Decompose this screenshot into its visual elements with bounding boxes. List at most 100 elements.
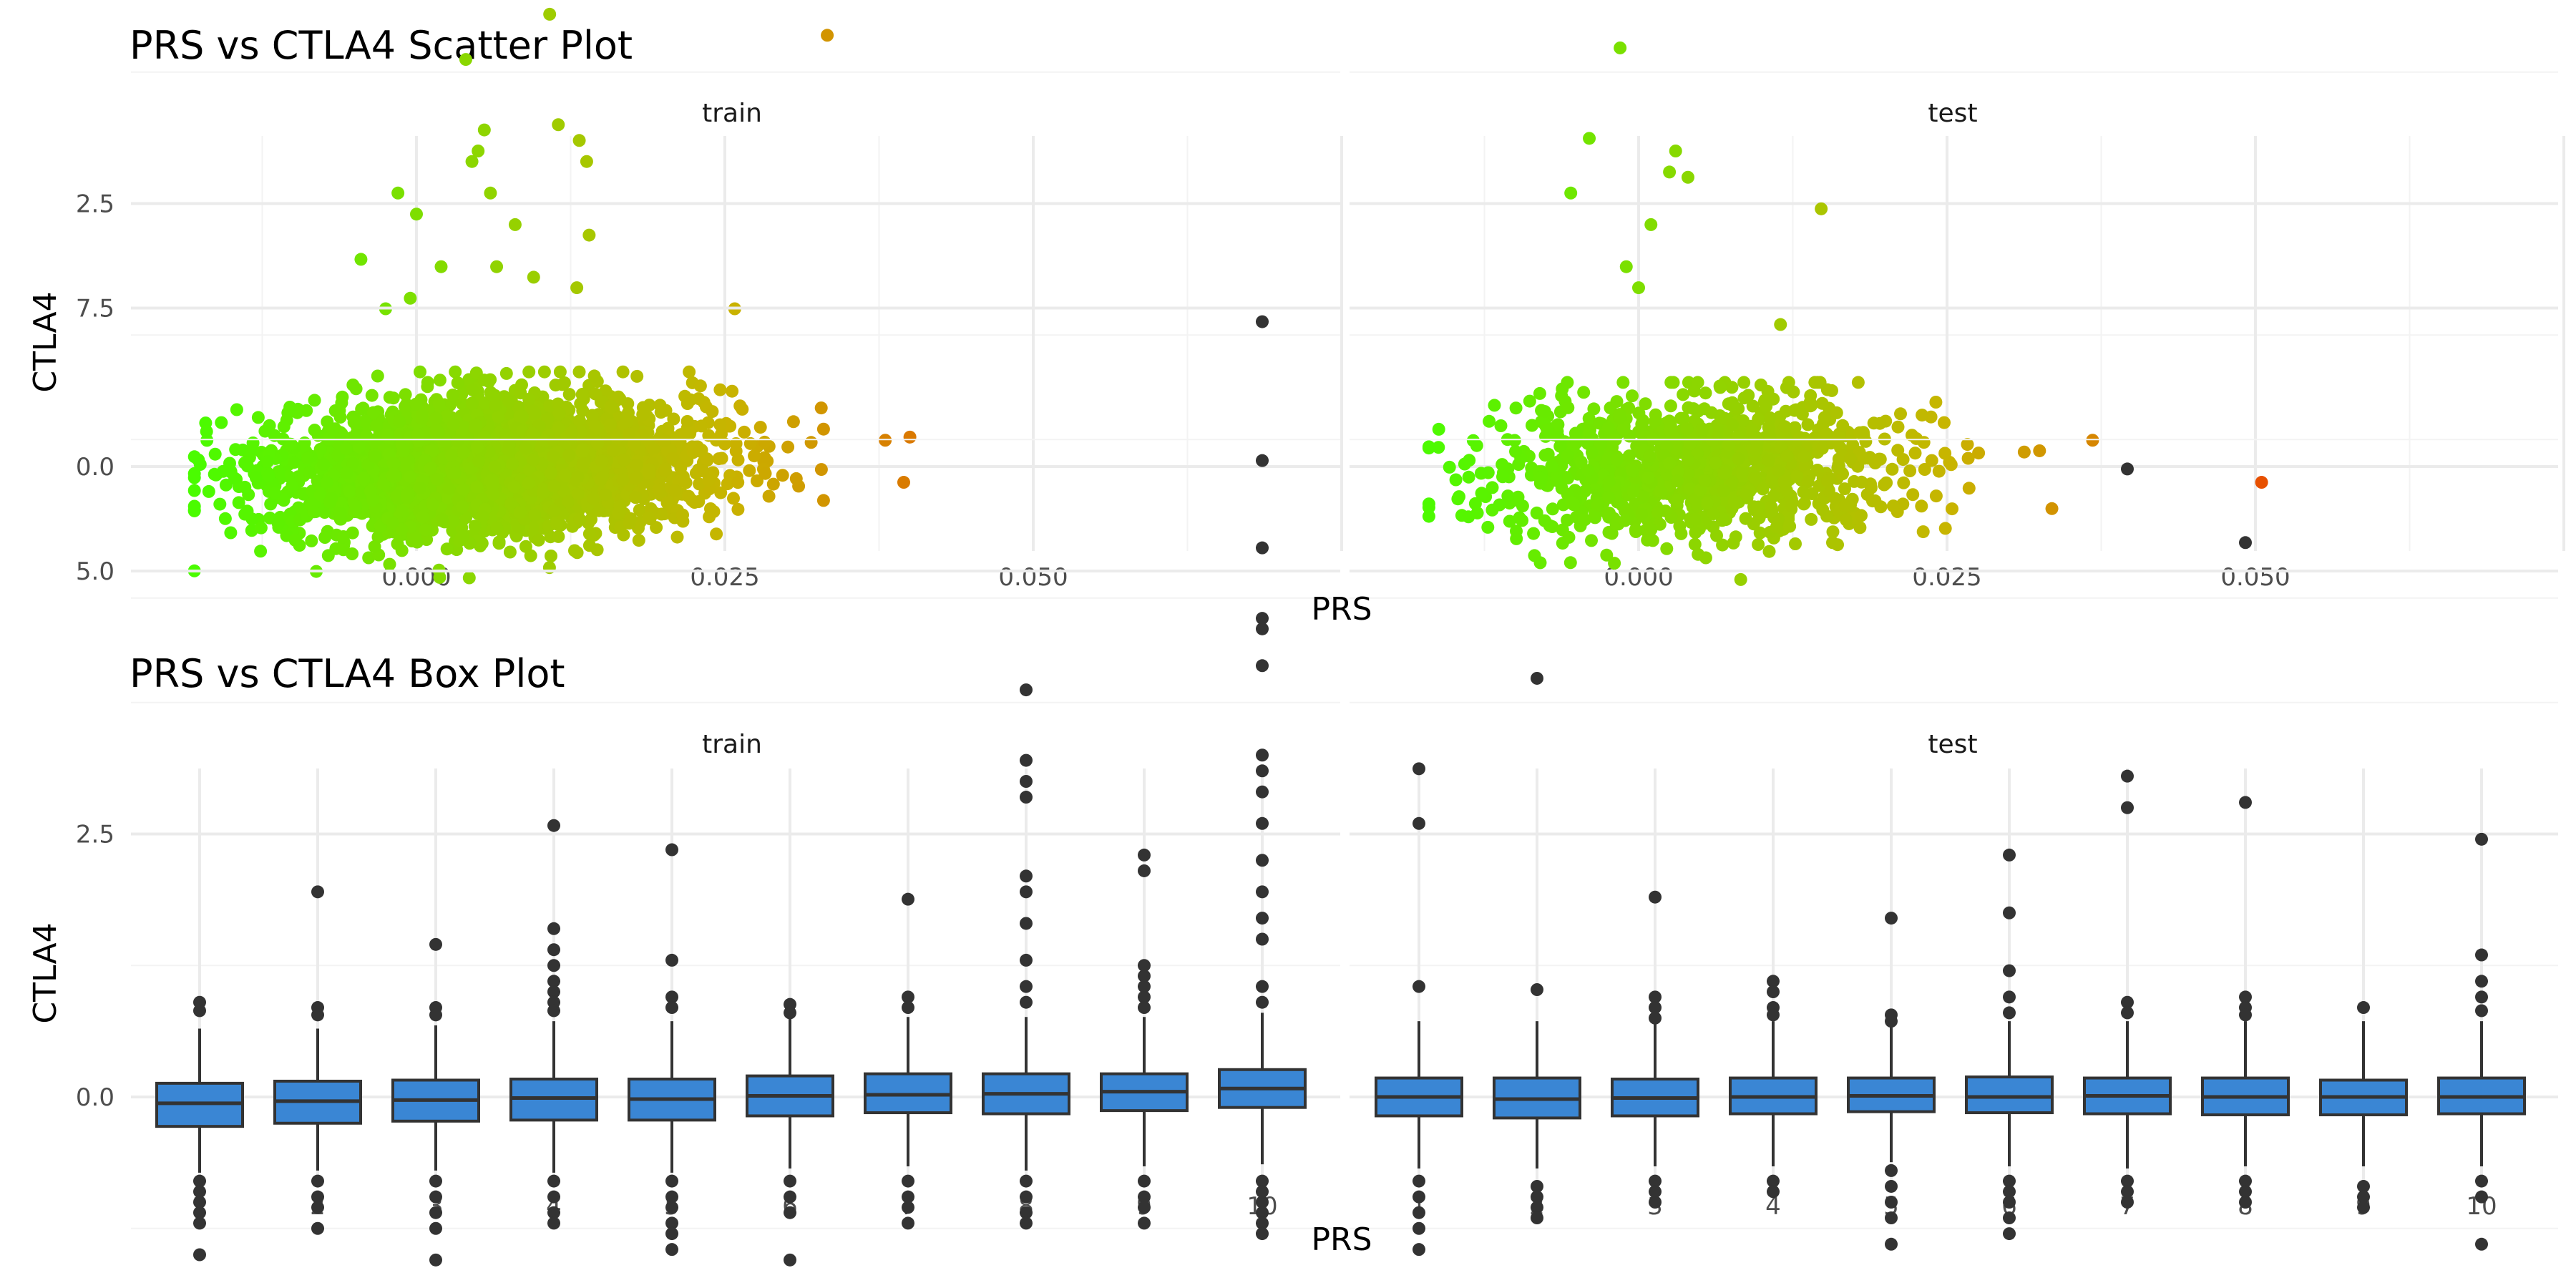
data-point <box>1602 475 1616 489</box>
data-point <box>617 453 630 467</box>
box-outlier <box>1020 1216 1033 1230</box>
data-point <box>733 399 747 413</box>
data-point <box>1488 399 1501 412</box>
data-point <box>243 451 256 464</box>
data-point <box>303 466 316 479</box>
box-outlier <box>1256 816 1269 830</box>
box-outlier <box>193 1004 206 1018</box>
data-point <box>1600 548 1614 562</box>
box-outlier <box>429 1253 442 1267</box>
box-outlier <box>1256 315 1269 328</box>
box-outlier <box>1413 1190 1425 1204</box>
data-point <box>814 401 828 415</box>
data-point <box>503 545 517 559</box>
box-outlier <box>902 892 914 906</box>
data-point <box>433 570 447 584</box>
box-outlier <box>1020 917 1033 930</box>
data-point <box>301 452 314 465</box>
box-outlier <box>2239 1196 2252 1209</box>
data-point <box>416 510 429 524</box>
box-outlier <box>1531 671 1543 685</box>
data-point <box>1903 464 1917 477</box>
data-point <box>1857 426 1870 439</box>
data-point <box>587 369 601 383</box>
data-point <box>1752 500 1765 514</box>
data-point <box>1789 537 1802 550</box>
data-point <box>1687 384 1701 398</box>
data-point <box>283 401 297 414</box>
data-point <box>1695 422 1709 436</box>
box-outlier <box>1256 659 1269 673</box>
box-outlier <box>1256 995 1269 1009</box>
data-point <box>573 512 587 526</box>
box-outlier <box>429 1206 442 1219</box>
data-point <box>572 487 585 501</box>
data-point <box>1564 186 1578 200</box>
box-outlier <box>2003 906 2016 919</box>
data-point <box>527 270 540 284</box>
data-point <box>1422 440 1435 454</box>
data-point <box>1663 457 1677 470</box>
data-point <box>599 488 613 502</box>
data-point <box>552 406 566 420</box>
data-point <box>676 508 689 522</box>
data-point <box>404 291 417 305</box>
data-point <box>515 410 529 424</box>
data-point <box>1962 482 1976 495</box>
data-point <box>605 401 618 414</box>
data-point <box>238 480 252 494</box>
data-point <box>288 533 302 547</box>
data-point <box>1716 538 1729 552</box>
data-point <box>1797 449 1811 463</box>
box-outlier <box>429 937 442 951</box>
box-outlier <box>1649 1011 1662 1025</box>
data-point <box>1561 401 1575 414</box>
data-point <box>1767 489 1780 503</box>
data-point <box>1908 447 1922 460</box>
data-point <box>632 534 645 547</box>
data-point <box>1538 514 1551 527</box>
box-outlier <box>1020 980 1033 993</box>
data-point <box>1581 464 1595 477</box>
data-point <box>1906 488 1920 502</box>
data-point <box>1780 449 1794 463</box>
data-point <box>277 420 291 434</box>
data-point <box>616 365 630 379</box>
data-point <box>451 434 464 448</box>
data-point <box>1805 512 1818 526</box>
data-point <box>582 228 596 242</box>
data-point <box>436 513 449 527</box>
data-point <box>311 474 324 488</box>
data-point <box>1422 497 1435 511</box>
box-outlier <box>1885 1163 1898 1177</box>
data-point <box>1463 454 1476 467</box>
data-point <box>1527 527 1541 540</box>
data-point <box>1756 482 1770 496</box>
data-point <box>1671 493 1684 507</box>
box-outlier <box>1885 912 1898 925</box>
data-point <box>1585 534 1598 547</box>
data-point <box>1530 506 1543 519</box>
data-point <box>1961 452 1975 465</box>
data-point <box>414 365 426 379</box>
data-point <box>1568 426 1582 440</box>
data-point <box>499 366 513 380</box>
box-outlier <box>665 843 678 857</box>
data-point <box>1748 472 1762 484</box>
box-outlier <box>2357 1201 2370 1214</box>
data-point <box>490 260 504 273</box>
data-point <box>457 482 470 496</box>
data-point <box>355 485 368 499</box>
data-point <box>488 460 502 474</box>
data-point <box>2017 445 2031 459</box>
box-outlier <box>1256 748 1269 762</box>
data-point <box>804 436 818 449</box>
data-point <box>1610 453 1624 467</box>
data-point <box>424 462 437 475</box>
data-point <box>502 438 516 452</box>
data-point <box>230 403 243 416</box>
box-outlier <box>784 1190 796 1204</box>
data-point <box>457 530 470 543</box>
data-point <box>300 404 313 417</box>
data-point <box>1501 489 1515 503</box>
